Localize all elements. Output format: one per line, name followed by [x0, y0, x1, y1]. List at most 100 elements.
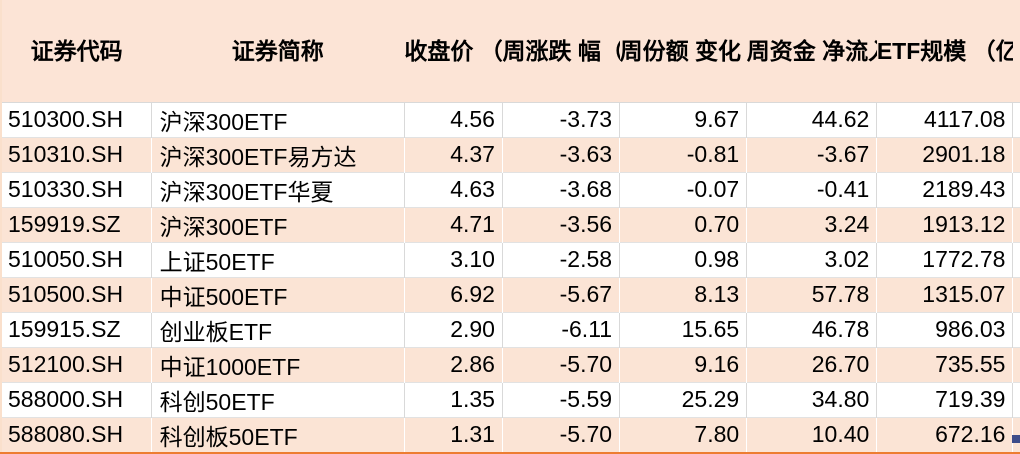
cell-close-price: 6.92: [404, 276, 503, 312]
table-row: 510310.SH 沪深300ETF易方达 4.37 -3.63 -0.81 -…: [1, 136, 1020, 172]
cell-etf-scale: 1913.12: [876, 206, 1014, 242]
cell-security-name: 沪深300ETF华夏: [151, 171, 405, 207]
table-header: 证券代码 证券简称 收盘价 （元） 周涨跌 幅（%） 周份额 变化 （亿份） 周…: [1, 0, 1020, 103]
cell-spacer: [1012, 381, 1020, 417]
cell-etf-scale: 1772.78: [876, 241, 1014, 277]
column-header-etf-scale: ETF规模 （亿元）: [876, 0, 1013, 103]
cell-etf-scale: 2189.43: [876, 171, 1014, 207]
cell-spacer: [1012, 311, 1020, 347]
cell-share-change: 0.70: [619, 206, 748, 242]
cell-security-code: 159915.SZ: [1, 311, 152, 347]
cell-close-price: 1.31: [404, 416, 503, 453]
cell-weekly-change: -5.70: [502, 346, 621, 382]
cell-weekly-change: -3.56: [502, 206, 621, 242]
cell-share-change: -0.07: [619, 171, 748, 207]
cell-etf-scale: 986.03: [876, 311, 1014, 347]
cell-spacer: [1012, 416, 1020, 453]
cell-close-price: 2.90: [404, 311, 503, 347]
cell-net-inflow: 46.78: [746, 311, 878, 347]
cell-security-name: 科创50ETF: [151, 381, 405, 417]
table-row: 510500.SH 中证500ETF 6.92 -5.67 8.13 57.78…: [1, 276, 1020, 312]
table-row: 159919.SZ 沪深300ETF 4.71 -3.56 0.70 3.24 …: [1, 206, 1020, 242]
cell-security-name: 中证500ETF: [151, 276, 405, 312]
table-row: 510050.SH 上证50ETF 3.10 -2.58 0.98 3.02 1…: [1, 241, 1020, 277]
cell-security-code: 588000.SH: [1, 381, 152, 417]
cell-spacer: [1012, 171, 1020, 207]
cell-security-name: 中证1000ETF: [151, 346, 405, 382]
cell-security-code: 159919.SZ: [1, 206, 152, 242]
cell-share-change: 15.65: [619, 311, 748, 347]
cell-security-code: 510300.SH: [1, 102, 152, 137]
cell-spacer: [1012, 276, 1020, 312]
column-header-share-change: 周份额 变化 （亿份）: [619, 0, 747, 103]
cell-weekly-change: -3.68: [502, 171, 621, 207]
cell-weekly-change: -5.59: [502, 381, 621, 417]
table-body: 510300.SH 沪深300ETF 4.56 -3.73 9.67 44.62…: [1, 102, 1020, 453]
table-row: 510300.SH 沪深300ETF 4.56 -3.73 9.67 44.62…: [1, 102, 1020, 137]
cell-net-inflow: -0.41: [746, 171, 878, 207]
cell-share-change: 0.98: [619, 241, 748, 277]
column-header-net-inflow: 周资金 净流入额 （亿元）: [746, 0, 877, 103]
cell-security-code: 512100.SH: [1, 346, 152, 382]
cell-close-price: 4.56: [404, 102, 503, 137]
cell-security-name: 创业板ETF: [151, 311, 405, 347]
cell-close-price: 3.10: [404, 241, 503, 277]
cell-close-price: 1.35: [404, 381, 503, 417]
column-header-security-code: 证券代码: [1, 0, 152, 103]
table-row: 588080.SH 科创板50ETF 1.31 -5.70 7.80 10.40…: [1, 416, 1020, 453]
cell-security-code: 510500.SH: [1, 276, 152, 312]
cell-security-code: 510330.SH: [1, 171, 152, 207]
cell-security-code: 510310.SH: [1, 136, 152, 172]
header-row: 证券代码 证券简称 收盘价 （元） 周涨跌 幅（%） 周份额 变化 （亿份） 周…: [1, 0, 1020, 103]
cell-net-inflow: 3.02: [746, 241, 878, 277]
table-row: 510330.SH 沪深300ETF华夏 4.63 -3.68 -0.07 -0…: [1, 171, 1020, 207]
table-row: 588000.SH 科创50ETF 1.35 -5.59 25.29 34.80…: [1, 381, 1020, 417]
column-header-security-name: 证券简称: [151, 0, 405, 103]
cell-share-change: 9.16: [619, 346, 748, 382]
cell-close-price: 4.63: [404, 171, 503, 207]
cell-close-price: 4.71: [404, 206, 503, 242]
cell-weekly-change: -5.67: [502, 276, 621, 312]
cell-spacer: [1012, 346, 1020, 382]
cell-net-inflow: 3.24: [746, 206, 878, 242]
cell-spacer: [1012, 206, 1020, 242]
cell-etf-scale: 719.39: [876, 381, 1014, 417]
cell-share-change: 25.29: [619, 381, 748, 417]
cell-spacer: [1012, 102, 1020, 137]
cell-spacer: [1012, 241, 1020, 277]
cell-close-price: 2.86: [404, 346, 503, 382]
cell-net-inflow: 10.40: [746, 416, 878, 453]
cell-share-change: -0.81: [619, 136, 748, 172]
cell-weekly-change: -3.73: [502, 102, 621, 137]
cell-weekly-change: -3.63: [502, 136, 621, 172]
cell-share-change: 9.67: [619, 102, 748, 137]
cell-net-inflow: 57.78: [746, 276, 878, 312]
cell-share-change: 8.13: [619, 276, 748, 312]
column-header-spacer: [1012, 0, 1020, 103]
cell-security-name: 沪深300ETF易方达: [151, 136, 405, 172]
cell-security-code: 588080.SH: [1, 416, 152, 453]
cell-security-code: 510050.SH: [1, 241, 152, 277]
cell-share-change: 7.80: [619, 416, 748, 453]
cell-weekly-change: -5.70: [502, 416, 621, 453]
cell-spacer: [1012, 136, 1020, 172]
cell-etf-scale: 2901.18: [876, 136, 1014, 172]
cell-security-name: 上证50ETF: [151, 241, 405, 277]
cell-net-inflow: 34.80: [746, 381, 878, 417]
selection-corner-handle: [1012, 435, 1020, 443]
cell-net-inflow: -3.67: [746, 136, 878, 172]
table-row: 512100.SH 中证1000ETF 2.86 -5.70 9.16 26.7…: [1, 346, 1020, 382]
cell-security-name: 科创板50ETF: [151, 416, 405, 453]
cell-net-inflow: 44.62: [746, 102, 878, 137]
table-row: 159915.SZ 创业板ETF 2.90 -6.11 15.65 46.78 …: [1, 311, 1020, 347]
cell-weekly-change: -6.11: [502, 311, 621, 347]
cell-weekly-change: -2.58: [502, 241, 621, 277]
cell-etf-scale: 672.16: [876, 416, 1014, 453]
cell-etf-scale: 4117.08: [876, 102, 1014, 137]
column-header-close-price: 收盘价 （元）: [404, 0, 503, 103]
cell-etf-scale: 735.55: [876, 346, 1014, 382]
cell-net-inflow: 26.70: [746, 346, 878, 382]
column-header-weekly-change: 周涨跌 幅（%）: [502, 0, 620, 103]
cell-etf-scale: 1315.07: [876, 276, 1014, 312]
